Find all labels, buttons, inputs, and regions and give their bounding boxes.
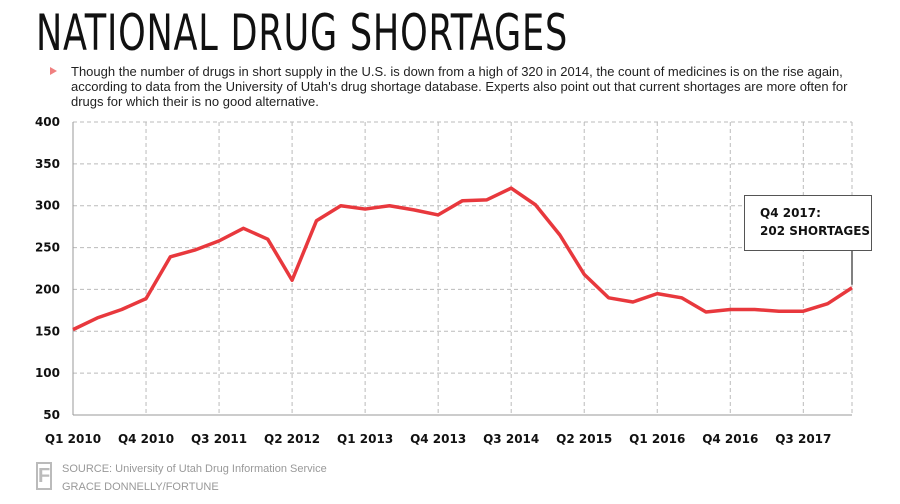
chart-title: NATIONAL DRUG SHORTAGES — [36, 4, 569, 62]
y-tick-label: 300 — [35, 199, 60, 213]
x-tick-label: Q1 2013 — [337, 432, 393, 446]
x-tick-label: Q2 2012 — [264, 432, 320, 446]
annotation-line2: 202 SHORTAGES — [760, 224, 871, 238]
shortages-line — [72, 186, 853, 332]
fortune-logo: F — [36, 462, 52, 490]
x-tick-label: Q1 2016 — [629, 432, 685, 446]
x-tick-label: Q1 2010 — [45, 432, 101, 446]
y-tick-label: 150 — [35, 324, 60, 338]
annotation-line1: Q4 2017: — [760, 206, 821, 220]
x-tick-label: Q4 2016 — [702, 432, 758, 446]
x-tick-label: Q2 2015 — [556, 432, 612, 446]
x-tick-label: Q3 2011 — [191, 432, 247, 446]
x-tick-label: Q3 2014 — [483, 432, 539, 446]
y-tick-label: 100 — [35, 366, 60, 380]
x-tick-label: Q4 2013 — [410, 432, 466, 446]
source-text: SOURCE: University of Utah Drug Informat… — [62, 463, 327, 475]
y-tick-label: 200 — [35, 282, 60, 296]
annotation-box: Q4 2017: 202 SHORTAGES — [744, 195, 872, 251]
bullet-arrow-icon — [50, 67, 57, 75]
chart-subtitle: Though the number of drugs in short supp… — [71, 64, 848, 109]
y-tick-label: 350 — [35, 157, 60, 171]
y-tick-label: 400 — [35, 115, 60, 129]
y-tick-label: 250 — [35, 241, 60, 255]
y-tick-label: 50 — [43, 408, 60, 422]
x-tick-label: Q3 2017 — [775, 432, 831, 446]
x-tick-label: Q4 2010 — [118, 432, 174, 446]
credit-text: GRACE DONNELLY/FORTUNE — [62, 481, 219, 493]
